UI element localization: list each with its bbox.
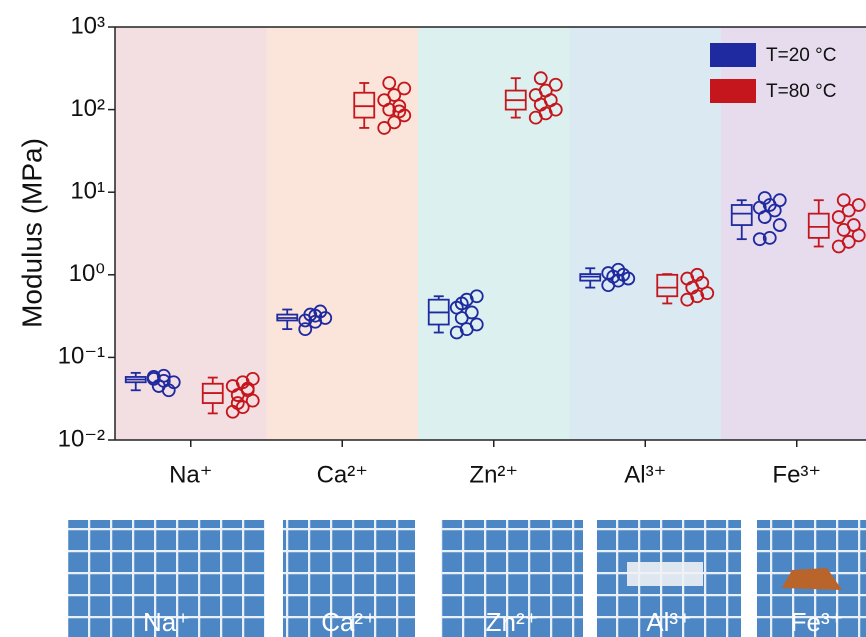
legend-label: T=80 °C (766, 81, 836, 102)
y-tick-label: 10² (70, 95, 105, 122)
legend-label: T=20 °C (766, 45, 836, 66)
y-tick-label: 10⁻² (58, 425, 105, 452)
y-tick-label: 10⁰ (69, 260, 105, 287)
photo-label: Al³⁺ (646, 607, 692, 637)
y-tick-label: 10¹ (70, 178, 105, 205)
photo-label: Fe³⁺ (791, 607, 844, 637)
x-tick-label: Fe³⁺ (772, 461, 821, 488)
y-axis-title: Modulus (MPa) (16, 138, 47, 328)
legend-swatch (710, 43, 756, 67)
photo-label: Ca²⁺ (321, 607, 377, 637)
photo-label: Zn²⁺ (486, 607, 539, 637)
x-tick-label: Na⁺ (169, 461, 212, 488)
x-tick-label: Ca²⁺ (317, 461, 368, 488)
x-tick-label: Zn²⁺ (469, 461, 518, 488)
photo-label: Na⁺ (143, 607, 190, 637)
legend-swatch (710, 79, 756, 103)
y-tick-label: 10⁻¹ (58, 343, 105, 370)
category-band (418, 27, 570, 440)
category-band (115, 27, 267, 440)
x-tick-label: Al³⁺ (624, 461, 666, 488)
category-band (570, 27, 722, 440)
y-tick-label: 10³ (70, 12, 105, 39)
figure: Modulus (MPa) 10⁻² 10⁻¹ 10⁰ 10¹ 10² 10³ Na⁺ Ca²… (0, 0, 866, 637)
sample-film (627, 562, 703, 586)
